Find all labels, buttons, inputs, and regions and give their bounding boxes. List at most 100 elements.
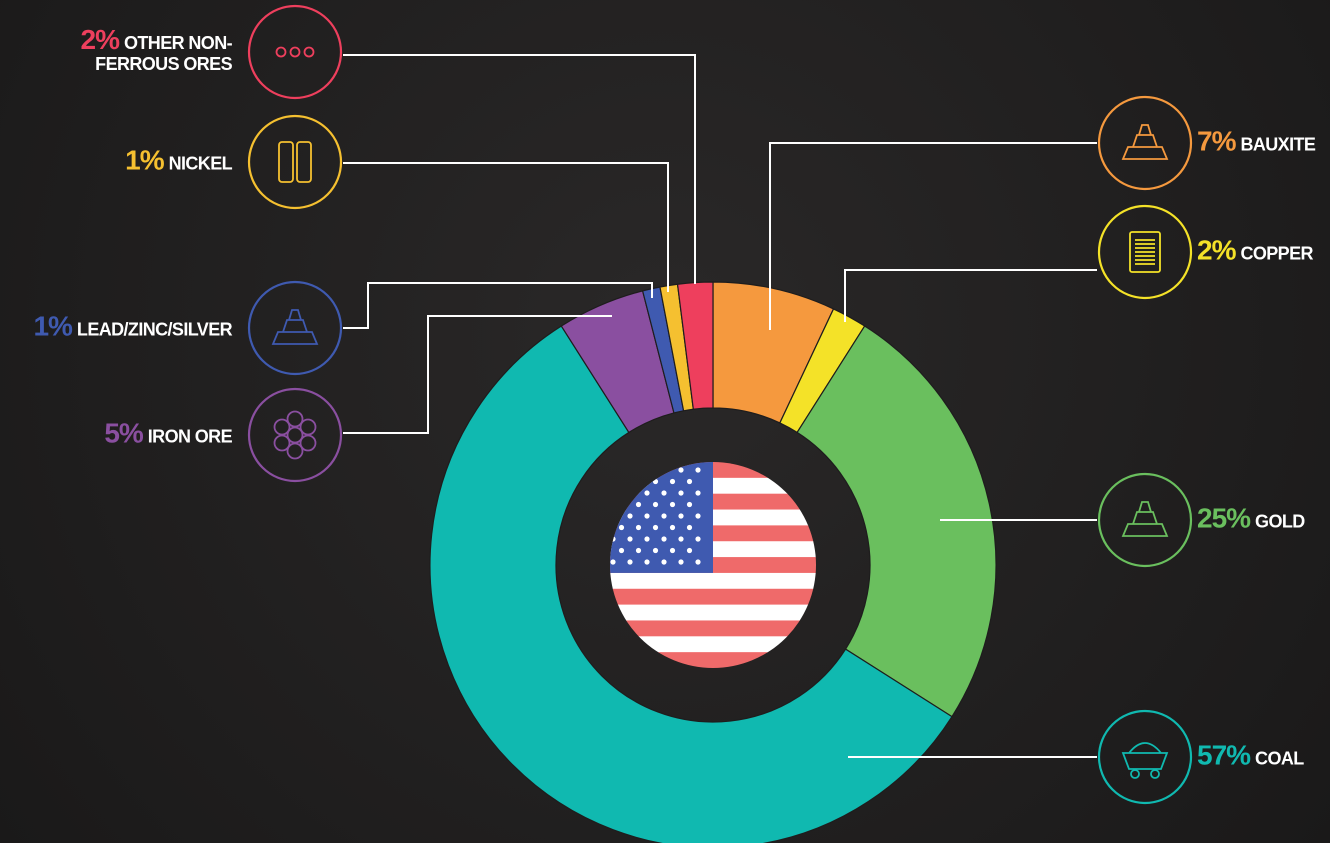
icon xyxy=(1121,742,1169,779)
icon-pipe xyxy=(286,426,304,444)
flag-star xyxy=(686,524,693,531)
flag-star xyxy=(695,513,701,519)
category-label: COPPER xyxy=(1240,243,1313,264)
slice-label: 2% OTHER NON-FERROUS ORES xyxy=(62,26,233,75)
icon-dot xyxy=(289,46,301,58)
leader-line xyxy=(343,54,696,284)
flag-star xyxy=(661,513,667,519)
flag-star xyxy=(610,513,616,519)
flag-star xyxy=(695,559,701,565)
flag-star xyxy=(678,536,684,542)
icon xyxy=(275,46,315,58)
leader-line xyxy=(844,269,1097,322)
category-label: COAL xyxy=(1255,748,1304,769)
icon-wheel xyxy=(1130,769,1140,779)
icon xyxy=(1121,501,1169,537)
flag-star xyxy=(644,536,650,542)
icon xyxy=(1129,231,1161,273)
flag-star xyxy=(635,524,642,531)
flag-star xyxy=(618,547,625,554)
flag-stripe xyxy=(610,604,816,621)
slice-label: 57% COAL xyxy=(1197,741,1304,770)
slice xyxy=(429,325,953,843)
icon-ring xyxy=(1097,472,1193,568)
category-label: NICKEL xyxy=(168,153,233,174)
flag-stripe xyxy=(610,572,816,590)
icon-pipe xyxy=(286,410,304,428)
flag-star xyxy=(678,490,684,496)
category-label: LEAD/ZINC/SILVER xyxy=(76,319,233,340)
icon xyxy=(1121,124,1169,160)
slice-label: 1% NICKEL xyxy=(12,146,233,175)
flag-star xyxy=(695,467,701,473)
flag-star xyxy=(618,524,625,531)
icon-ring xyxy=(1097,95,1193,191)
flag-star xyxy=(652,478,659,485)
icon-wheel xyxy=(1150,769,1160,779)
flag-star xyxy=(652,501,659,508)
icon-ring xyxy=(247,387,343,483)
flag-stripe xyxy=(610,652,816,668)
flag-star xyxy=(678,559,684,565)
flag-star xyxy=(669,501,676,508)
icon xyxy=(273,410,317,460)
category-label: BAUXITE xyxy=(1240,134,1316,155)
flag-star xyxy=(627,559,633,565)
icon-pipe xyxy=(299,418,317,436)
flag-star xyxy=(644,513,650,519)
icon-battery xyxy=(278,141,294,183)
flag-star xyxy=(669,524,676,531)
leader-line xyxy=(343,162,669,292)
flag-star xyxy=(627,513,633,519)
flag-star xyxy=(661,467,667,473)
flag-star xyxy=(610,490,616,496)
percent-label: 1% xyxy=(125,144,164,176)
flag-star xyxy=(635,547,642,554)
icon-ring xyxy=(247,114,343,210)
flag-star xyxy=(695,536,701,542)
slice-label: 1% LEAD/ZINC/SILVER xyxy=(12,312,233,341)
slice-label: 25% GOLD xyxy=(1197,504,1305,533)
slice-label: 5% IRON ORE xyxy=(12,419,233,448)
icon-cart xyxy=(1121,742,1169,770)
icon-pipe xyxy=(299,434,317,452)
flag-stripe xyxy=(610,588,816,606)
flag-star xyxy=(669,478,676,485)
icon-ring xyxy=(1097,204,1193,300)
flag-star xyxy=(610,536,616,542)
flag-star xyxy=(627,467,633,473)
icon-ring xyxy=(247,280,343,376)
flag-star xyxy=(661,559,667,565)
icon-ring xyxy=(247,4,343,100)
flag-star xyxy=(686,478,693,485)
category-label: GOLD xyxy=(1255,511,1305,532)
flag-star xyxy=(652,524,659,531)
flag-star xyxy=(678,467,684,473)
flag-stripe xyxy=(610,636,816,653)
leader-line xyxy=(769,142,1097,330)
percent-label: 25% xyxy=(1197,502,1251,534)
percent-label: 1% xyxy=(33,310,72,342)
flag-star xyxy=(686,547,693,554)
flag-star xyxy=(661,536,667,542)
slice-label: 2% COPPER xyxy=(1197,236,1313,265)
flag-star xyxy=(635,478,642,485)
icon-bars xyxy=(1121,124,1169,160)
flag xyxy=(610,462,816,668)
percent-label: 2% xyxy=(80,24,120,55)
leader-line xyxy=(343,282,653,329)
category-label: IRON ORE xyxy=(147,426,233,447)
flag-star xyxy=(644,490,650,496)
flag-star xyxy=(618,501,625,508)
percent-label: 7% xyxy=(1197,125,1236,157)
icon-dot xyxy=(303,46,315,58)
flag-star xyxy=(644,559,650,565)
icon xyxy=(278,141,312,183)
flag-star xyxy=(610,559,616,565)
flag-star xyxy=(695,490,701,496)
icon-spool xyxy=(1129,231,1161,273)
flag-stripe xyxy=(610,620,816,637)
icon-pipe xyxy=(273,434,291,452)
